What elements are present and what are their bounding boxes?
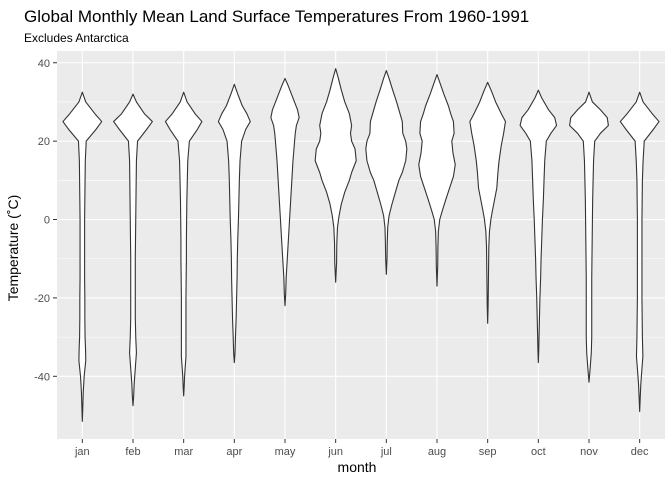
y-tick-label: -40	[34, 371, 50, 383]
chart-subtitle: Excludes Antarctica	[24, 31, 129, 45]
x-tick-label-jan: jan	[74, 446, 90, 458]
x-tick-label-sep: sep	[479, 446, 497, 458]
x-axis: jan feb mar apr may jun jul aug sep oct nov dec	[74, 439, 649, 458]
violin-dec	[619, 91, 660, 413]
y-axis: -40 -20 0 20 40	[34, 58, 57, 383]
x-tick-label-jun: jun	[327, 446, 343, 458]
chart-title: Global Monthly Mean Land Surface Tempera…	[24, 7, 529, 26]
violin-sep	[469, 81, 507, 324]
violin-mar	[164, 91, 203, 397]
x-tick-label-mar: mar	[174, 446, 193, 458]
x-tick-label-dec: dec	[631, 446, 649, 458]
y-axis-title: Temperature (˚C)	[5, 195, 21, 302]
violin-nov	[569, 91, 609, 383]
x-tick-label-feb: feb	[125, 446, 140, 458]
violin-jan	[62, 91, 103, 422]
y-tick-label: 0	[44, 215, 50, 227]
y-tick-label: 20	[38, 136, 50, 148]
x-tick-label-jul: jul	[380, 446, 392, 458]
violin-jun	[314, 68, 357, 283]
x-tick-label-nov: nov	[580, 446, 598, 458]
x-tick-label-may: may	[275, 446, 296, 458]
violins	[62, 68, 660, 422]
y-tick-label: -20	[34, 293, 50, 305]
grid-minor	[57, 101, 665, 338]
violin-may	[270, 77, 300, 307]
x-tick-label-apr: apr	[226, 446, 242, 458]
violin-feb	[113, 93, 153, 407]
violin-apr	[217, 83, 251, 364]
violin-oct	[519, 89, 558, 364]
x-tick-label-aug: aug	[428, 446, 446, 458]
x-tick-label-oct: oct	[531, 446, 546, 458]
violin-aug	[418, 73, 456, 287]
y-tick-label: 40	[38, 58, 50, 70]
violin-jul	[365, 70, 408, 275]
plot-panel	[57, 51, 665, 439]
x-axis-title: month	[338, 459, 377, 475]
